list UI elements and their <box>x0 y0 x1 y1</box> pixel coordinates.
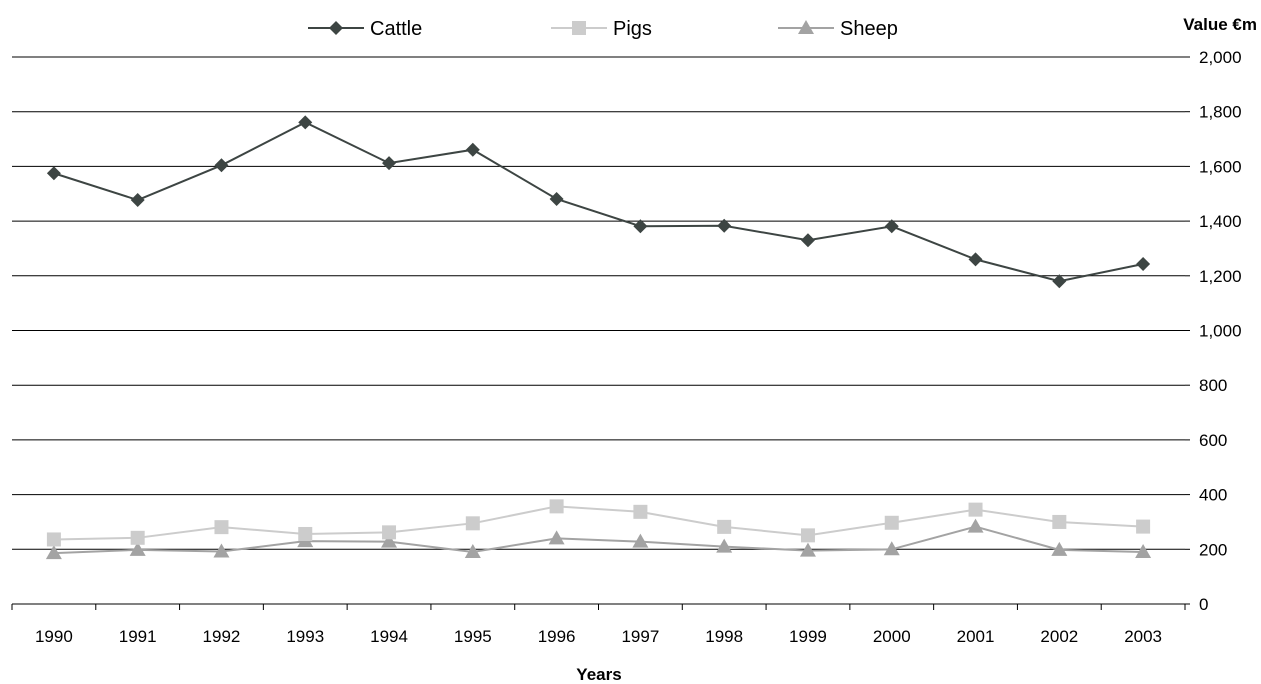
data-point-cattle <box>46 166 61 181</box>
data-point-sheep <box>716 538 733 553</box>
data-point-pigs <box>1052 514 1067 529</box>
data-point-cattle <box>465 142 480 157</box>
y-axis-title: Value €m <box>1183 15 1257 34</box>
data-point-sheep <box>883 541 900 556</box>
data-point-sheep <box>45 545 62 560</box>
legend-label-cattle: Cattle <box>370 18 422 40</box>
y-tick-label: 400 <box>1199 486 1227 505</box>
data-point-cattle <box>1136 257 1151 272</box>
x-tick-label: 2002 <box>1040 627 1078 646</box>
x-tick-label: 1996 <box>538 627 576 646</box>
series-sheep <box>45 518 1152 560</box>
x-tick-label: 2000 <box>873 627 911 646</box>
data-point-sheep <box>1135 544 1152 559</box>
series-lines <box>45 115 1152 560</box>
data-point-sheep <box>464 544 481 559</box>
data-point-cattle <box>298 115 313 130</box>
x-tick-label: 2003 <box>1124 627 1162 646</box>
gridlines <box>12 56 1185 550</box>
series-pigs <box>46 499 1151 547</box>
data-point-sheep <box>213 543 230 558</box>
x-tick-label: 1990 <box>35 627 73 646</box>
data-point-pigs <box>884 515 899 530</box>
x-tick-label: 1995 <box>454 627 492 646</box>
y-tick-label: 2,000 <box>1199 48 1242 67</box>
data-point-pigs <box>968 502 983 517</box>
x-tick-label: 1991 <box>119 627 157 646</box>
y-tick-label: 200 <box>1199 540 1227 559</box>
data-point-sheep <box>799 542 816 557</box>
series-line-sheep <box>53 525 1144 555</box>
legend-item-pigs: Pigs <box>551 18 652 40</box>
x-tick-label: 1992 <box>203 627 241 646</box>
y-tick-label: 800 <box>1199 376 1227 395</box>
legend-marker-pigs <box>572 21 586 35</box>
data-point-sheep <box>548 530 565 545</box>
data-point-pigs <box>1136 519 1151 534</box>
x-tick-label: 1999 <box>789 627 827 646</box>
data-point-pigs <box>800 528 815 543</box>
x-tick-label: 2001 <box>957 627 995 646</box>
y-tick-label: 1,400 <box>1199 212 1242 231</box>
legend: Cattle Pigs Sheep <box>308 18 898 40</box>
data-point-pigs <box>549 499 564 514</box>
x-tick-label: 1993 <box>286 627 324 646</box>
data-point-sheep <box>129 541 146 556</box>
data-point-cattle <box>717 218 732 233</box>
data-point-pigs <box>717 519 732 534</box>
legend-marker-sheep <box>798 20 814 34</box>
data-point-cattle <box>1052 274 1067 289</box>
data-point-pigs <box>46 532 61 547</box>
data-point-pigs <box>298 526 313 541</box>
data-point-cattle <box>549 191 564 206</box>
data-point-pigs <box>633 504 648 519</box>
data-point-cattle <box>800 233 815 248</box>
data-point-cattle <box>130 193 145 208</box>
data-point-cattle <box>214 158 229 173</box>
legend-label-pigs: Pigs <box>613 18 652 40</box>
y-tick-label: 1,800 <box>1199 103 1242 122</box>
y-tick-label: 1,600 <box>1199 157 1242 176</box>
data-point-sheep <box>1051 541 1068 556</box>
data-point-sheep <box>381 533 398 548</box>
y-tick-label: 1,200 <box>1199 267 1242 286</box>
data-point-cattle <box>633 219 648 234</box>
y-tick-label: 600 <box>1199 431 1227 450</box>
data-point-sheep <box>967 518 984 533</box>
data-point-pigs <box>465 516 480 531</box>
series-line-pigs <box>53 505 1144 541</box>
legend-item-cattle: Cattle <box>308 18 422 40</box>
y-tick-label: 1,000 <box>1199 322 1242 341</box>
data-point-pigs <box>214 520 229 535</box>
x-tick-label: 1994 <box>370 627 408 646</box>
data-point-cattle <box>884 219 899 234</box>
series-cattle <box>46 115 1151 289</box>
y-tick-label: 0 <box>1199 595 1208 614</box>
axes: 0 200 400 600 800 1,000 1,200 1,400 1,600 1,800 2,… <box>11 48 1242 646</box>
legend-marker-cattle <box>329 21 343 35</box>
legend-label-sheep: Sheep <box>840 18 898 40</box>
data-point-sheep <box>632 533 649 548</box>
x-axis-title: Years <box>576 665 621 684</box>
x-tick-label: 1998 <box>705 627 743 646</box>
x-tick-label: 1997 <box>621 627 659 646</box>
data-point-cattle <box>382 156 397 171</box>
data-point-pigs <box>130 530 145 545</box>
data-point-pigs <box>382 525 397 540</box>
legend-item-sheep: Sheep <box>778 18 898 40</box>
series-line-cattle <box>53 121 1144 283</box>
data-point-cattle <box>968 252 983 267</box>
